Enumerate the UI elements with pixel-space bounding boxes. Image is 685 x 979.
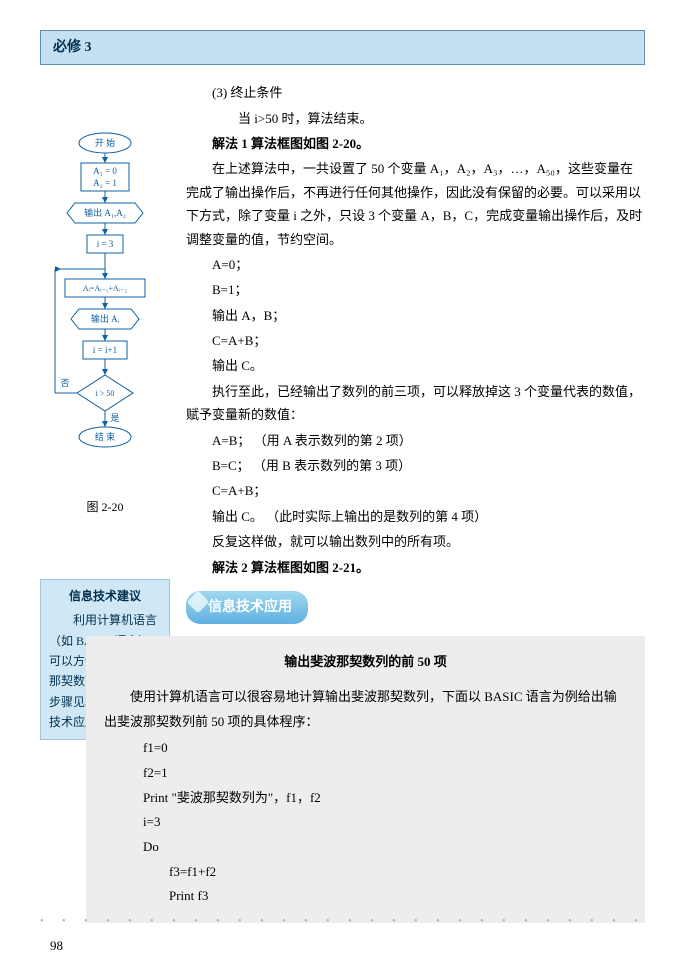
- gray-title: 输出斐波那契数列的前 50 项: [104, 650, 627, 675]
- code-7: Print f3: [169, 884, 627, 909]
- svg-text:是: 是: [110, 413, 119, 423]
- l4: C=A+B；: [212, 329, 645, 352]
- gray-intro: 使用计算机语言可以很容易地计算输出斐波那契数列，下面以 BASIC 语言为例给出…: [104, 685, 627, 734]
- svg-text:A₁ = 0: A₁ = 0: [93, 166, 117, 176]
- page-number: 98: [50, 934, 63, 957]
- l7: B=C； （用 B 表示数列的第 3 项）: [212, 454, 645, 477]
- l5: 输出 C。: [212, 354, 645, 377]
- sol2: 解法 2 算法框图如图 2-21。: [186, 556, 645, 579]
- code-6: f3=f1+f2: [169, 860, 627, 885]
- p2: 执行至此，已经输出了数列的前三项，可以释放掉这 3 个变量代表的数值，赋予变量新…: [186, 380, 645, 427]
- right-column: (3) 终止条件 当 i>50 时，算法结束。 解法 1 算法框图如图 2-20…: [186, 81, 645, 923]
- svg-text:Aᵢ=Aᵢ₋₁+Aᵢ₋₂: Aᵢ=Aᵢ₋₁+Aᵢ₋₂: [83, 284, 128, 293]
- p1: 在上述算法中，一共设置了 50 个变量 A₁，A₂，A₃，…，A₅₀，这些变量在…: [186, 157, 645, 251]
- code-5: Do: [143, 835, 627, 860]
- flowchart-caption: 图 2-20: [40, 497, 170, 519]
- code-1: f1=0: [143, 736, 627, 761]
- l9: 输出 C。 （此时实际上输出的是数列的第 4 项）: [212, 505, 645, 528]
- svg-text:i > 50: i > 50: [96, 389, 115, 398]
- svg-text:开 始: 开 始: [95, 137, 115, 148]
- p3: 反复这样做，就可以输出数列中的所有项。: [186, 530, 645, 553]
- sol1: 解法 1 算法框图如图 2-20。: [186, 132, 645, 155]
- code-3: Print "斐波那契数列为"，f1，f2: [143, 786, 627, 811]
- sidebar-title: 信息技术建议: [49, 586, 161, 606]
- flowchart: 开 始 A₁ = 0 A₂ = 1 输出 A₁,A₂ i = 3 Aᵢ=Aᵢ₋₁…: [40, 131, 170, 519]
- code-2: f2=1: [143, 761, 627, 786]
- svg-text:结 束: 结 束: [95, 431, 115, 442]
- l2: B=1；: [212, 278, 645, 301]
- svg-text:输出 Aᵢ: 输出 Aᵢ: [91, 313, 120, 324]
- svg-text:A₂ = 1: A₂ = 1: [93, 178, 117, 188]
- sec3-title: (3) 终止条件: [212, 81, 645, 104]
- page: 必修 3: [0, 0, 685, 979]
- l3: 输出 A，B；: [212, 304, 645, 327]
- footer-dots: • • • • • • • • • • • • • • • • • • • • …: [40, 913, 645, 931]
- badge-label: 信息技术应用: [208, 600, 292, 615]
- sec3-text: 当 i>50 时，算法结束。: [238, 107, 645, 130]
- l6: A=B； （用 A 表示数列的第 2 项）: [212, 429, 645, 452]
- svg-text:i = i+1: i = i+1: [93, 345, 117, 355]
- l8: C=A+B；: [212, 479, 645, 502]
- header-title: 必修 3: [53, 40, 92, 55]
- code-4: i=3: [143, 810, 627, 835]
- gray-box: 输出斐波那契数列的前 50 项 使用计算机语言可以很容易地计算输出斐波那契数列，…: [86, 636, 645, 923]
- svg-text:输出 A₁,A₂: 输出 A₁,A₂: [84, 207, 126, 218]
- info-tech-badge: 信息技术应用: [186, 591, 308, 624]
- svg-text:i = 3: i = 3: [97, 239, 114, 249]
- l1: A=0；: [212, 253, 645, 276]
- header-bar: 必修 3: [40, 30, 645, 65]
- main-area: 开 始 A₁ = 0 A₂ = 1 输出 A₁,A₂ i = 3 Aᵢ=Aᵢ₋₁…: [40, 81, 645, 923]
- svg-text:否: 否: [60, 378, 69, 388]
